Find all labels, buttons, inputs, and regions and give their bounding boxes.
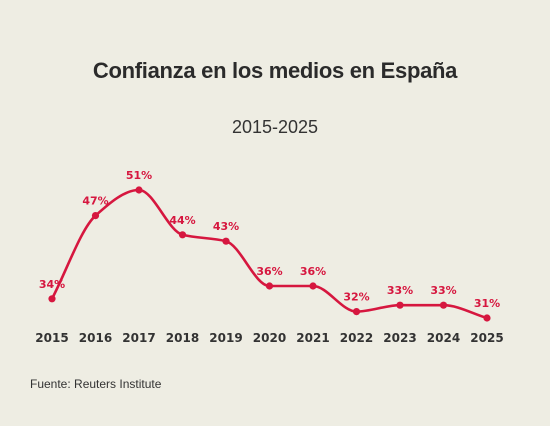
x-tick-label: 2018: [166, 331, 199, 345]
data-point: [309, 282, 317, 290]
x-tick-label: 2022: [340, 331, 373, 345]
data-point: [352, 308, 361, 316]
data-label: 44%: [169, 214, 195, 227]
chart-subtitle: 2015-2025: [231, 117, 319, 137]
x-tick-label: 2015: [35, 331, 68, 345]
data-label: 36%: [256, 265, 282, 278]
data-point: [396, 301, 404, 309]
data-label: 43%: [213, 220, 239, 233]
data-point: [222, 237, 230, 245]
x-tick-label: 2019: [209, 331, 242, 345]
series-line: [50, 188, 488, 320]
data-point: [135, 186, 143, 194]
x-tick-label: 2023: [383, 331, 416, 345]
data-point: [48, 295, 56, 303]
data-label: 36%: [300, 265, 326, 278]
chart-title: Confianza en los medios en España: [92, 58, 458, 83]
x-tick-label: 2021: [296, 331, 329, 345]
data-label: 31%: [474, 297, 500, 310]
x-tick-label: 2020: [253, 331, 286, 345]
data-label: 47%: [82, 195, 108, 208]
data-point: [483, 314, 491, 322]
data-point: [178, 231, 187, 239]
data-point: [439, 301, 448, 309]
data-point: [265, 282, 274, 290]
x-tick-label: 2024: [427, 331, 460, 345]
x-tick-label: 2016: [79, 331, 112, 345]
x-tick-label: 2025: [470, 331, 503, 345]
data-label: 33%: [387, 284, 413, 297]
data-label: 34%: [39, 278, 65, 291]
x-tick-label: 2017: [122, 331, 155, 345]
data-label: 33%: [430, 284, 456, 297]
data-point: [91, 212, 100, 220]
chart-source: Fuente: Reuters Institute: [30, 377, 162, 391]
data-label: 51%: [126, 169, 152, 182]
data-label: 32%: [343, 291, 369, 304]
